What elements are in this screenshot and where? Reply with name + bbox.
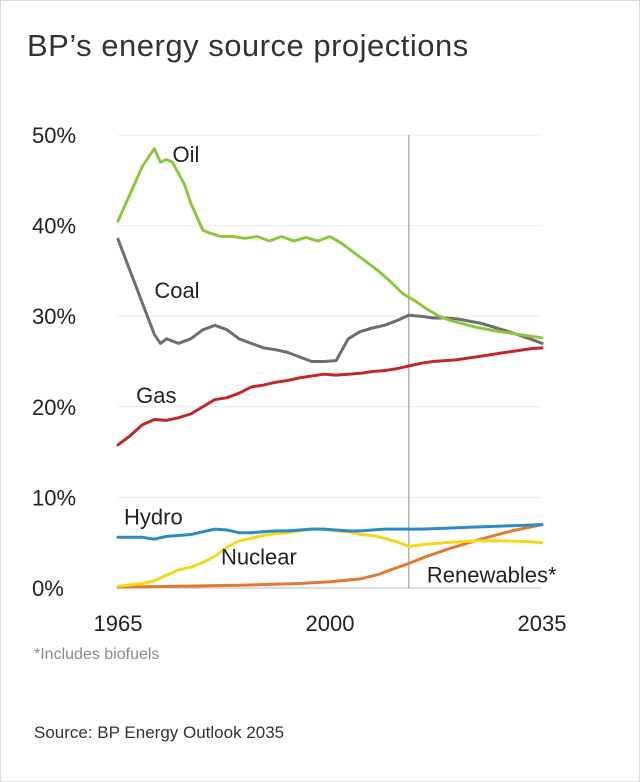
y-tick-label: 0% <box>32 576 64 601</box>
y-tick-label: 50% <box>32 123 76 148</box>
chart-title: BP’s energy source projections <box>27 28 469 63</box>
series-label-renewables: Renewables* <box>427 563 557 588</box>
series-lines <box>116 147 544 589</box>
series-line-oil <box>116 147 544 340</box>
x-tick-label: 1965 <box>94 611 143 636</box>
series-line-gas <box>116 346 544 447</box>
y-axis-ticks: 0% 10% 20% 30% 40% 50% <box>32 123 76 601</box>
footnote: *Includes biofuels <box>34 646 160 663</box>
gridlines <box>118 134 542 589</box>
source-note: Source: BP Energy Outlook 2035 <box>34 723 285 742</box>
series-labels: Oil Coal Gas Hydro Nuclear Renewables* <box>124 142 557 587</box>
series-line-coal <box>116 237 544 363</box>
series-label-hydro: Hydro <box>124 505 183 530</box>
y-tick-label: 20% <box>32 395 76 420</box>
x-axis-ticks: 1965 2000 2035 <box>94 611 567 636</box>
y-tick-label: 10% <box>32 485 76 510</box>
x-tick-label: 2035 <box>518 611 567 636</box>
line-chart: 0% 10% 20% 30% 40% 50% 1965 2000 2035 Oil Coal Ga… <box>32 123 567 636</box>
series-label-oil: Oil <box>173 142 200 167</box>
series-line-hydro <box>116 523 544 541</box>
series-label-coal: Coal <box>154 278 199 303</box>
y-tick-label: 40% <box>32 214 76 239</box>
y-tick-label: 30% <box>32 304 76 329</box>
x-tick-label: 2000 <box>306 611 355 636</box>
series-label-gas: Gas <box>136 383 176 408</box>
series-label-nuclear: Nuclear <box>221 544 297 569</box>
